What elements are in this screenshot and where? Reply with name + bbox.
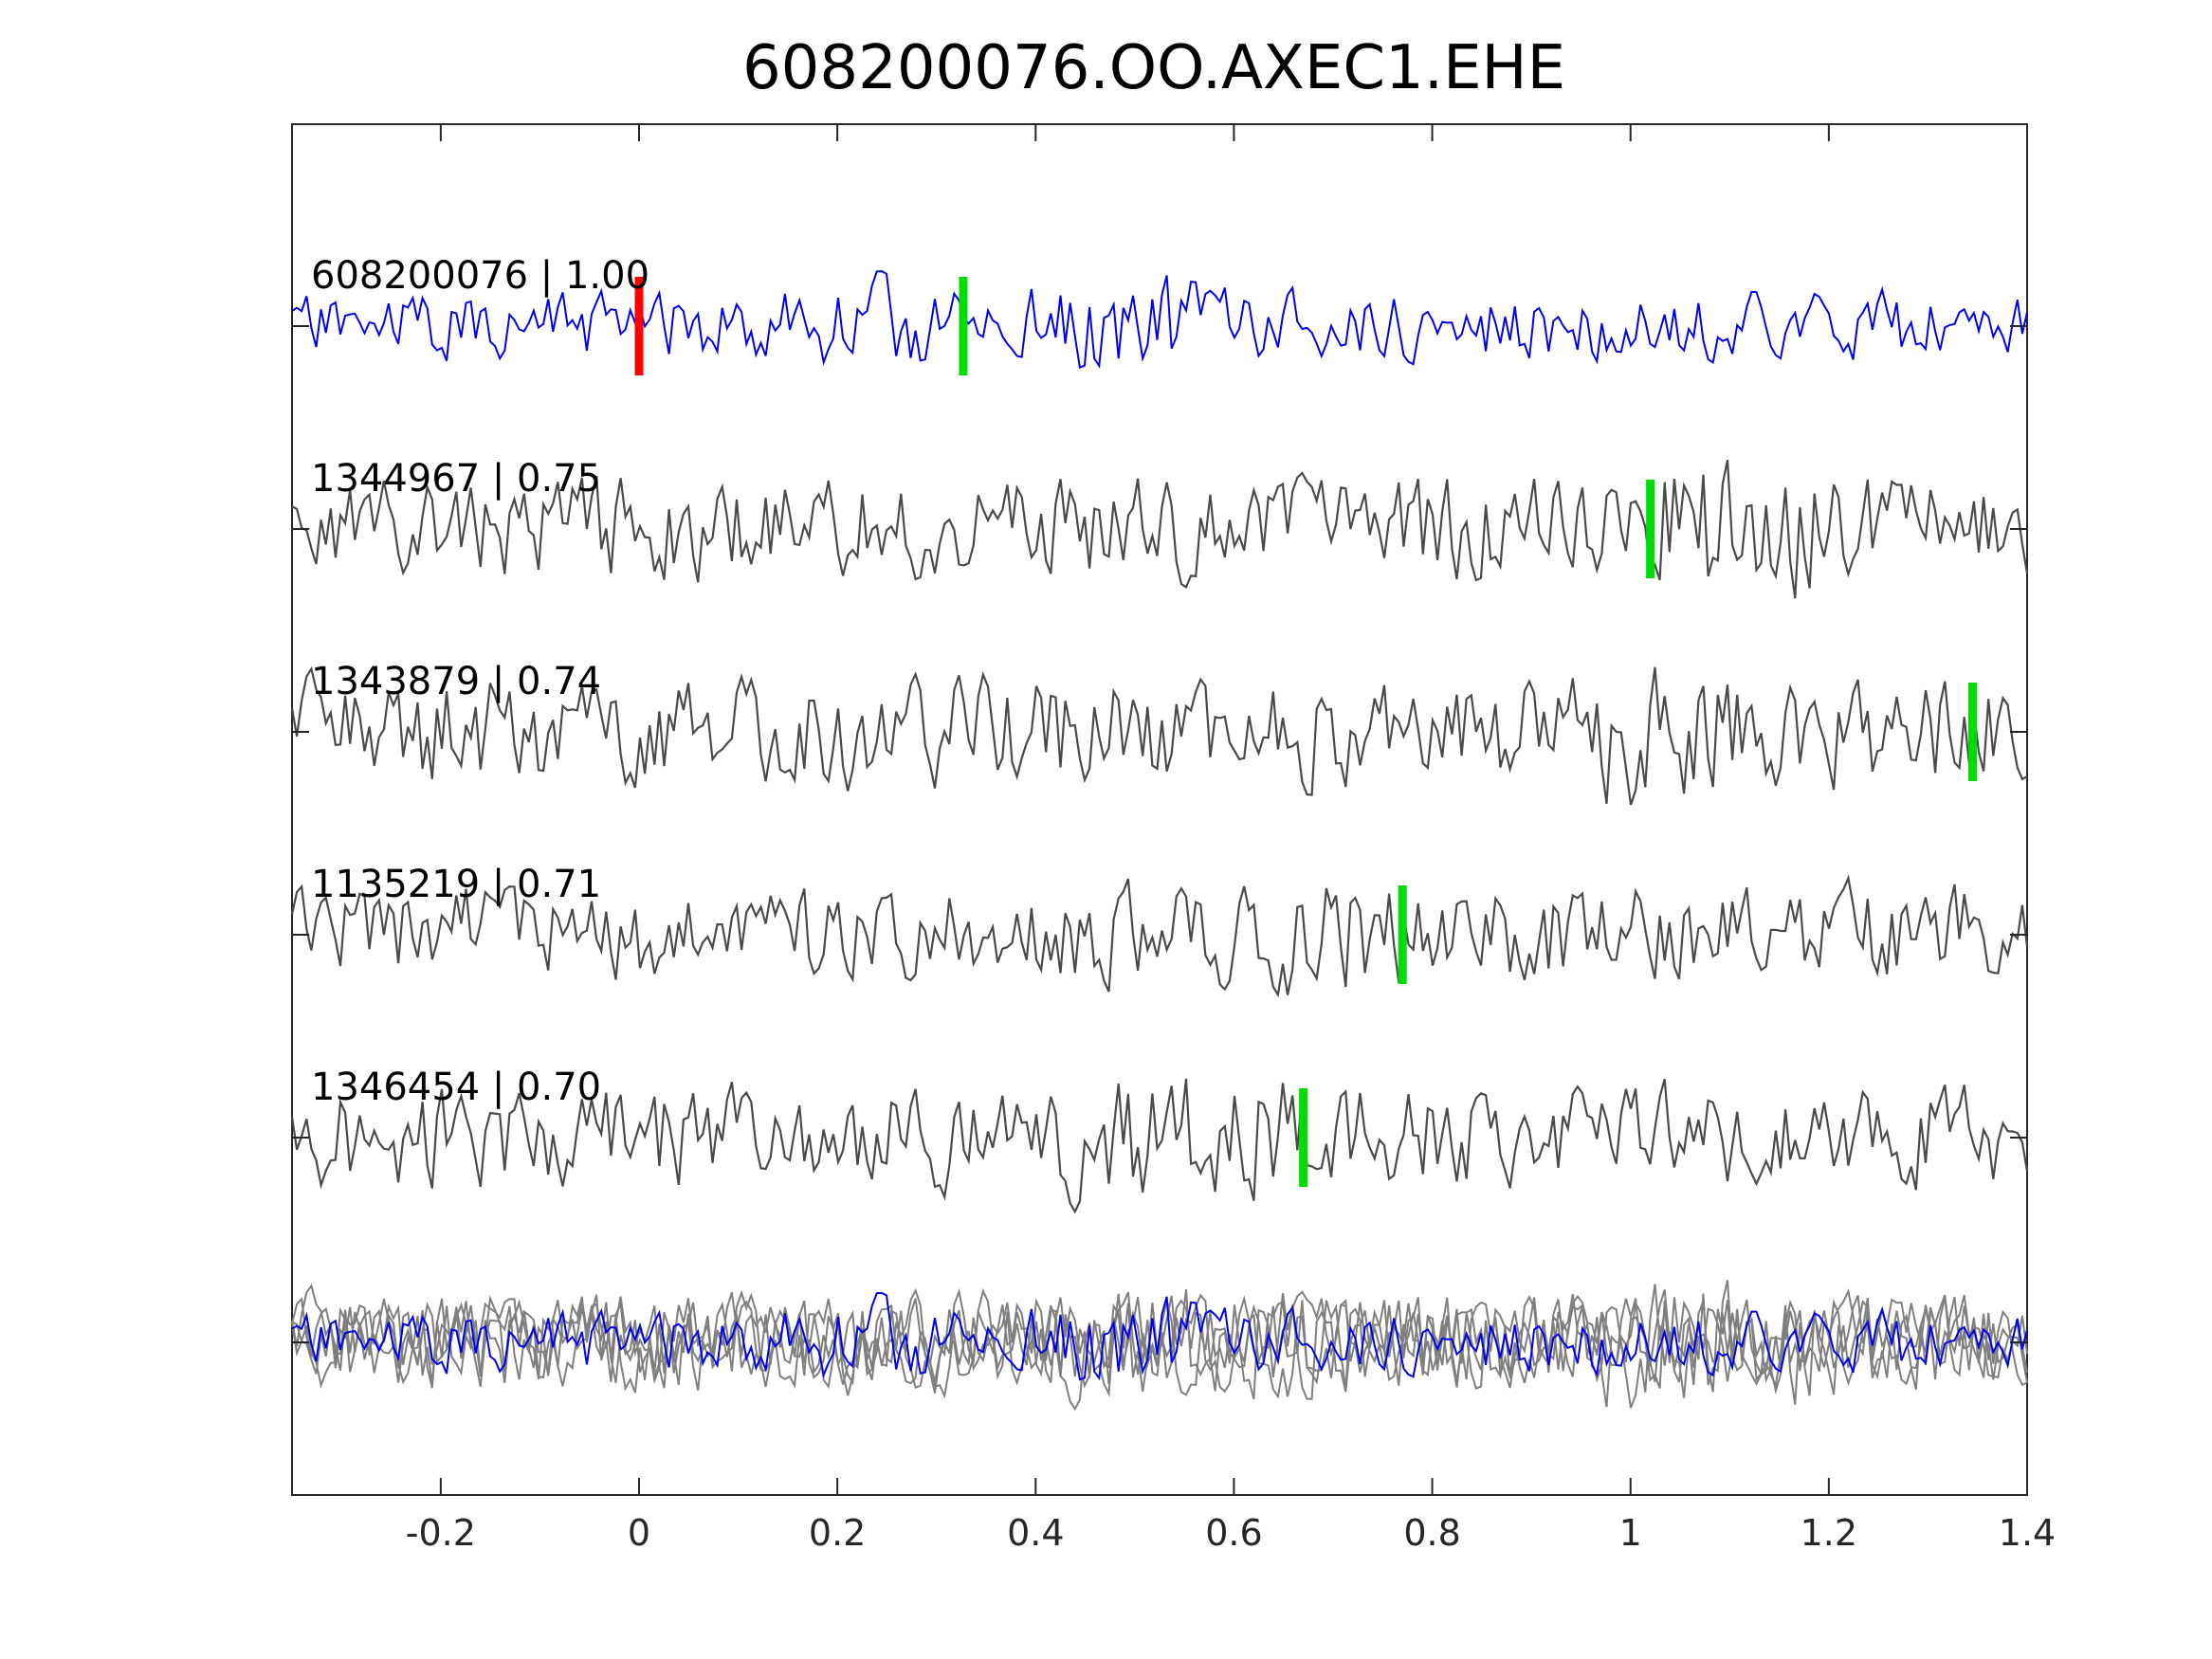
- matched-trace: [290, 665, 2028, 806]
- template-trace: [291, 270, 2028, 369]
- matched-trace: [290, 1078, 2029, 1214]
- chart-title: 608200076.OO.AXEC1.EHE: [742, 33, 1565, 103]
- x-tick-label: 0.6: [1205, 1512, 1262, 1554]
- overlay-trace: [291, 1280, 2028, 1405]
- trace-label: 1346454 | 0.70: [311, 1066, 601, 1109]
- trace-label: 1135219 | 0.71: [311, 863, 601, 906]
- x-tick-label: 1: [1619, 1512, 1642, 1554]
- x-tick-label: 0.2: [809, 1512, 866, 1554]
- matched-trace: [290, 874, 2029, 998]
- x-tick-label: 1.4: [1999, 1512, 2056, 1554]
- plot-frame: [291, 123, 2028, 1496]
- x-tick-label: 0.4: [1007, 1512, 1064, 1554]
- x-tick-label: 1.2: [1801, 1512, 1857, 1554]
- trace-label: 608200076 | 1.00: [311, 254, 649, 298]
- overlay-template-trace: [291, 1291, 2028, 1381]
- x-tick-label: 0.8: [1403, 1512, 1460, 1554]
- x-tick-label: 0: [628, 1512, 650, 1554]
- x-tick-label: -0.2: [406, 1512, 476, 1554]
- x-axis-ticks: -0.2 0 0.2 0.4 0.6 0.8 1 1.2 1.4: [406, 124, 2056, 1554]
- picks-layer: [634, 277, 1977, 1187]
- trace-label: 1343879 | 0.74: [311, 660, 601, 703]
- trace-labels: 608200076 | 1.00 1344967 | 0.75 1343879 | …: [311, 254, 649, 1109]
- overlay-trace: [291, 1288, 2028, 1412]
- overlay-trace: [291, 1288, 2028, 1399]
- traces-layer: [290, 270, 2029, 1412]
- trace-label: 1344967 | 0.75: [311, 457, 601, 501]
- matched-trace: [291, 459, 2029, 599]
